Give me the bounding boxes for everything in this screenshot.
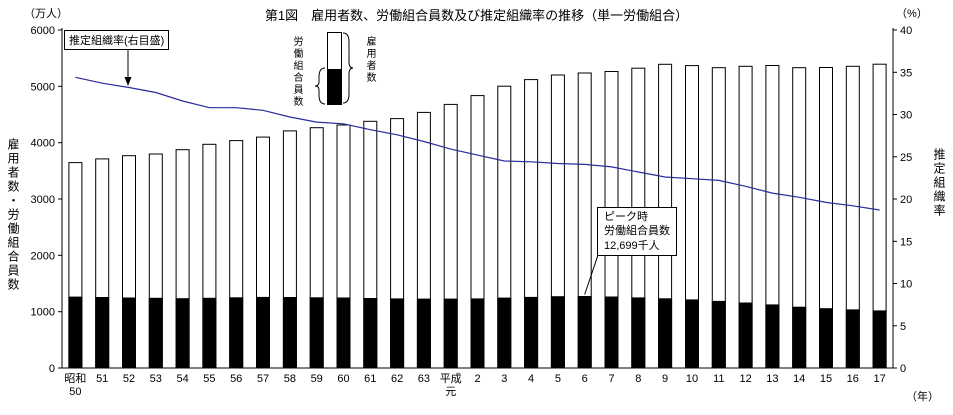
svg-text:56: 56 (230, 373, 242, 385)
svg-text:3000: 3000 (31, 194, 55, 206)
legend-sample-union-segment (328, 69, 341, 104)
svg-text:61: 61 (364, 373, 376, 385)
svg-text:12: 12 (739, 373, 751, 385)
svg-text:11: 11 (713, 373, 724, 385)
svg-text:15: 15 (820, 373, 832, 385)
svg-text:6000: 6000 (31, 25, 55, 37)
peak-callout-line2: 労働組合員数 (604, 225, 670, 238)
svg-text:62: 62 (391, 373, 403, 385)
svg-text:51: 51 (96, 373, 108, 385)
svg-text:昭和: 昭和 (64, 372, 86, 385)
svg-text:35: 35 (900, 67, 912, 79)
svg-text:10: 10 (900, 279, 912, 291)
legend-union-label: 労働組合員数 (291, 36, 302, 108)
legend-employee-label: 雇用者数 (364, 36, 375, 84)
svg-text:3: 3 (501, 373, 507, 385)
svg-text:6: 6 (582, 373, 588, 385)
svg-text:17: 17 (873, 373, 885, 385)
svg-text:50: 50 (69, 386, 81, 398)
svg-text:13: 13 (766, 373, 778, 385)
svg-text:4000: 4000 (31, 138, 55, 150)
peak-callout-line1: ピーク時 (604, 211, 648, 223)
svg-text:52: 52 (123, 373, 135, 385)
x-axis-unit: （年） (906, 391, 939, 403)
svg-text:30: 30 (900, 110, 912, 122)
svg-text:53: 53 (150, 373, 162, 385)
chart-title: 第1図 雇用者数、労働組合員数及び推定組織率の推移（単一労働組合） (264, 8, 689, 23)
left-axis-unit: （万人） (24, 8, 68, 20)
svg-text:60: 60 (337, 373, 349, 385)
svg-text:5: 5 (555, 373, 561, 385)
right-axis-unit: （%） (896, 8, 928, 20)
svg-text:14: 14 (793, 373, 805, 385)
svg-text:9: 9 (662, 373, 668, 385)
svg-text:54: 54 (176, 373, 188, 385)
svg-text:59: 59 (311, 373, 323, 385)
svg-text:8: 8 (635, 373, 641, 385)
svg-text:0: 0 (49, 363, 55, 375)
svg-text:7: 7 (608, 373, 614, 385)
svg-text:25: 25 (900, 152, 912, 164)
peak-callout: ピーク時 労働組合員数 12,699千人 (597, 207, 677, 256)
svg-text:2000: 2000 (31, 250, 55, 262)
svg-text:4: 4 (528, 373, 534, 385)
svg-text:57: 57 (257, 373, 269, 385)
peak-callout-line3: 12,699千人 (604, 239, 660, 252)
svg-text:20: 20 (900, 194, 912, 206)
legend-sample-bar (327, 32, 342, 105)
svg-text:2: 2 (474, 373, 480, 385)
svg-text:55: 55 (203, 373, 215, 385)
svg-text:5000: 5000 (31, 81, 55, 93)
svg-text:1000: 1000 (31, 307, 55, 319)
svg-text:15: 15 (900, 236, 912, 248)
svg-text:元: 元 (445, 386, 456, 398)
svg-text:10: 10 (686, 373, 698, 385)
svg-text:平成: 平成 (440, 372, 462, 385)
svg-text:63: 63 (418, 373, 430, 385)
svg-text:58: 58 (284, 373, 296, 385)
svg-text:0: 0 (900, 363, 906, 375)
svg-text:5: 5 (900, 321, 906, 333)
rate-annotation-label: 推定組織率(右目盛) (64, 30, 170, 50)
right-axis-title: 推定組織率 (932, 148, 946, 218)
svg-text:40: 40 (900, 25, 912, 37)
svg-text:16: 16 (847, 373, 859, 385)
left-axis-title: 雇用者数・労働組合員数 (6, 138, 20, 292)
